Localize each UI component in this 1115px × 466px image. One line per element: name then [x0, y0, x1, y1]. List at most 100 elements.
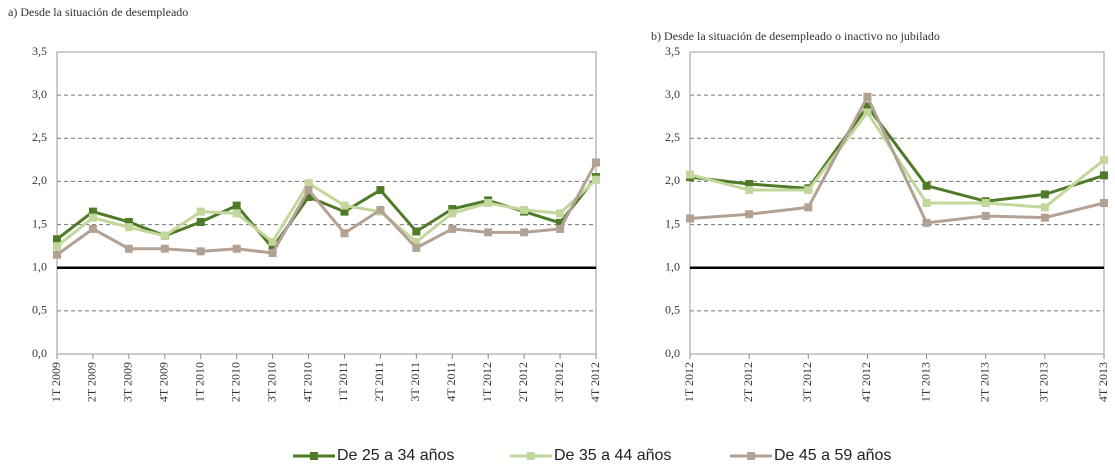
y-tick-label: 2,0: [32, 173, 47, 187]
y-tick-label: 0,0: [665, 346, 680, 360]
x-tick-label: 1T 2011: [336, 362, 350, 402]
point: [88, 224, 97, 233]
y-tick-label: 0,5: [665, 303, 680, 317]
legend-label: De 45 a 59 años: [774, 447, 891, 464]
legend-marker: [527, 452, 535, 460]
point: [340, 229, 349, 238]
x-tick-label: 4T 2012: [588, 362, 602, 402]
point: [922, 181, 931, 190]
point: [88, 207, 97, 216]
point: [412, 227, 421, 236]
x-tick-label: 3T 2012: [552, 362, 566, 402]
point: [196, 247, 205, 256]
point: [53, 250, 61, 259]
point: [340, 207, 349, 216]
point: [686, 214, 694, 223]
legend-marker: [310, 452, 318, 460]
y-tick-label: 2,5: [665, 130, 680, 144]
y-tick-label: 1,0: [665, 259, 680, 273]
x-tick-label: 1T 2013: [918, 362, 932, 402]
point: [981, 211, 990, 220]
point: [304, 179, 313, 188]
legend-label: De 35 a 44 años: [554, 447, 671, 464]
point: [340, 201, 349, 210]
x-tick-label: 3T 2011: [408, 362, 422, 402]
point: [484, 228, 493, 237]
x-tick-label: 1T 2012: [682, 362, 696, 402]
y-tick-label: 3,0: [665, 87, 680, 101]
y-tick-label: 3,0: [32, 87, 47, 101]
x-tick-label: 4T 2013: [1096, 362, 1110, 402]
series-line: [56, 178, 598, 248]
point: [556, 218, 565, 227]
legend-marker: [747, 452, 755, 460]
x-tick-label: 1T 2010: [192, 362, 206, 402]
point: [922, 199, 931, 207]
x-tick-label: 4T 2011: [444, 362, 458, 402]
point: [376, 205, 385, 214]
point: [520, 228, 529, 237]
point: [53, 242, 61, 251]
point: [232, 244, 241, 253]
x-tick-label: 2T 2012: [516, 362, 530, 402]
point: [232, 201, 241, 210]
series-line: [689, 93, 1105, 225]
x-tick-label: 1T 2012: [480, 362, 494, 402]
point: [745, 180, 754, 189]
chart-title: a) Desde la situación de desempleado: [8, 5, 188, 19]
point: [745, 186, 754, 195]
x-tick-label: 4T 2009: [157, 362, 171, 402]
point: [863, 92, 872, 101]
point: [484, 199, 493, 207]
point: [592, 158, 600, 167]
point: [922, 218, 931, 227]
point: [1040, 190, 1049, 199]
point: [268, 243, 277, 252]
point: [160, 244, 169, 253]
x-tick-label: 2T 2011: [372, 362, 386, 402]
point: [268, 249, 277, 258]
point: [981, 199, 990, 207]
point: [1040, 203, 1049, 212]
x-tick-label: 3T 2012: [800, 362, 814, 402]
point: [863, 108, 872, 117]
x-tick-label: 1T 2009: [49, 362, 63, 402]
point: [196, 207, 205, 216]
y-tick-label: 1,5: [665, 216, 680, 230]
point: [124, 244, 133, 253]
point: [745, 210, 754, 219]
point: [412, 243, 421, 252]
point: [556, 224, 565, 233]
point: [304, 186, 313, 195]
x-tick-label: 2T 2013: [977, 362, 991, 402]
point: [686, 170, 694, 179]
series-line: [689, 103, 1105, 203]
point: [448, 209, 457, 218]
y-tick-label: 3,5: [32, 44, 47, 58]
point: [804, 186, 813, 195]
x-tick-label: 3T 2013: [1037, 362, 1051, 402]
point: [232, 209, 241, 218]
point: [448, 205, 457, 214]
chart-title: b) Desde la situación de desempleado o i…: [651, 29, 940, 43]
point: [448, 224, 457, 233]
point: [88, 213, 97, 222]
point: [1040, 213, 1049, 222]
y-tick-label: 0,0: [32, 346, 47, 360]
y-tick-label: 2,0: [665, 173, 680, 187]
point: [863, 102, 872, 111]
x-tick-label: 2T 2012: [741, 362, 755, 402]
point: [53, 235, 61, 244]
point: [196, 217, 205, 226]
point: [804, 203, 813, 212]
x-tick-label: 2T 2009: [85, 362, 99, 402]
point: [1100, 155, 1108, 164]
point: [1100, 199, 1108, 207]
point: [520, 205, 529, 214]
y-tick-label: 2,5: [32, 130, 47, 144]
point: [124, 223, 133, 232]
point: [124, 217, 133, 226]
series-line: [56, 161, 598, 256]
y-tick-label: 3,5: [665, 44, 680, 58]
